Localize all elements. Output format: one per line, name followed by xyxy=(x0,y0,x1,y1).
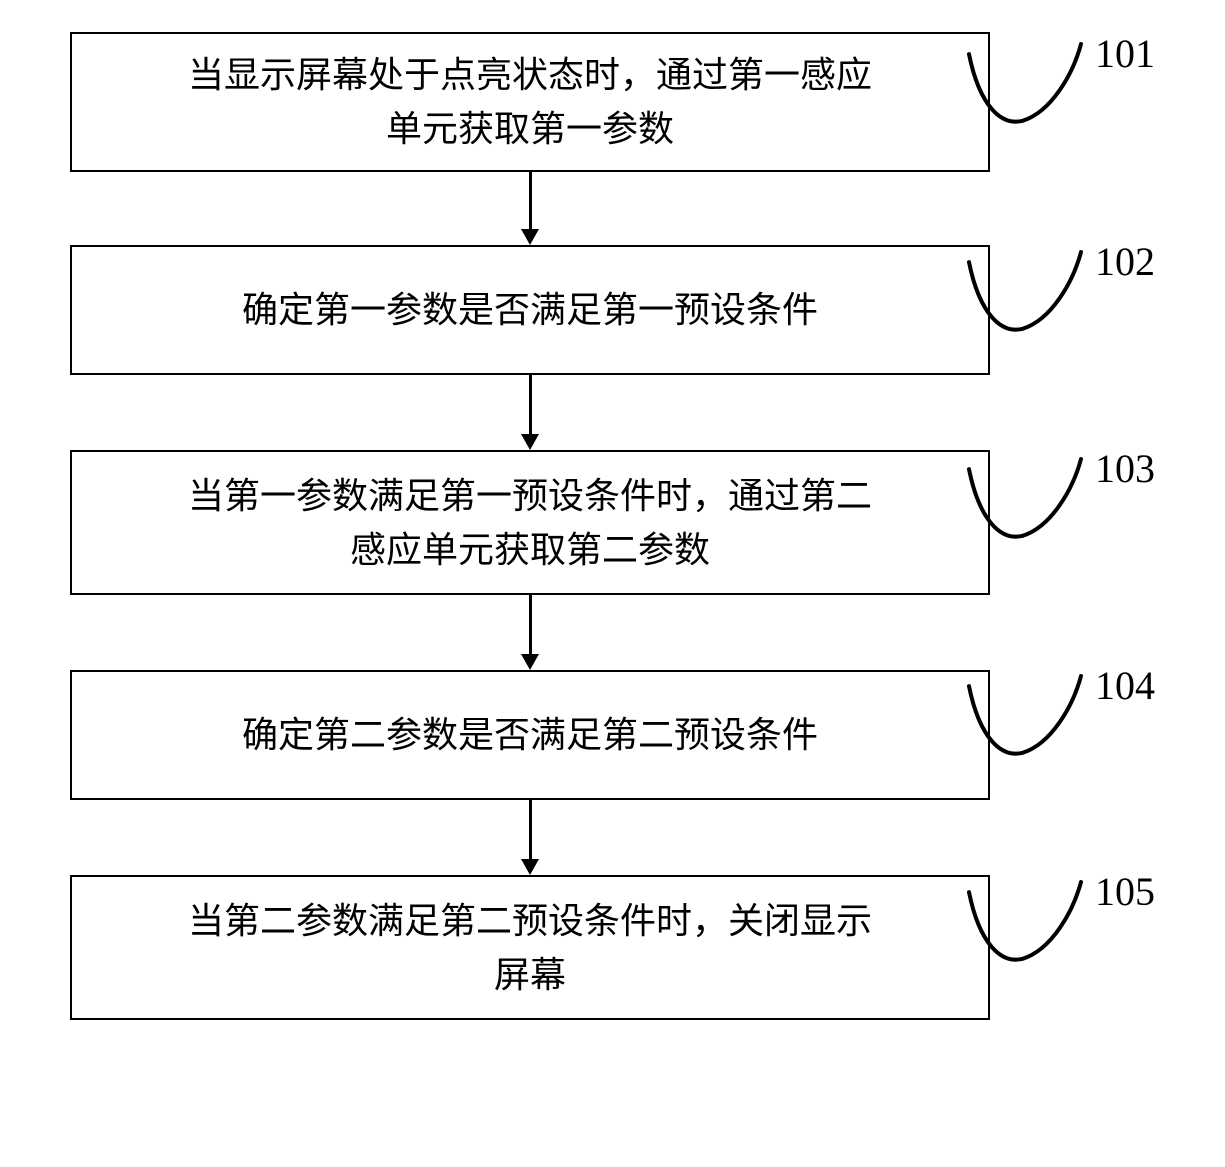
flowchart-canvas: 当显示屏幕处于点亮状态时，通过第一感应 单元获取第一参数 101 确定第一参数是否… xyxy=(0,0,1225,1167)
flowchart-step-101: 当显示屏幕处于点亮状态时，通过第一感应 单元获取第一参数 xyxy=(70,32,990,172)
step-label-101: 101 xyxy=(1095,30,1155,77)
callout-swoosh-icon xyxy=(965,246,1085,341)
step-text: 当第二参数满足第二预设条件时，关闭显示 屏幕 xyxy=(188,894,872,1002)
arrow-connector xyxy=(529,375,532,434)
flowchart-step-105: 当第二参数满足第二预设条件时，关闭显示 屏幕 xyxy=(70,875,990,1020)
step-text: 确定第一参数是否满足第一预设条件 xyxy=(242,283,818,337)
flowchart-step-103: 当第一参数满足第一预设条件时，通过第二 感应单元获取第二参数 xyxy=(70,450,990,595)
callout-swoosh-icon xyxy=(965,453,1085,548)
callout-swoosh-icon xyxy=(965,876,1085,971)
step-label-103: 103 xyxy=(1095,445,1155,492)
callout-swoosh-icon xyxy=(965,670,1085,765)
arrow-head-icon xyxy=(521,654,539,670)
step-text: 当显示屏幕处于点亮状态时，通过第一感应 单元获取第一参数 xyxy=(188,48,872,156)
step-label-105: 105 xyxy=(1095,868,1155,915)
callout-swoosh-icon xyxy=(965,38,1085,133)
step-label-104: 104 xyxy=(1095,662,1155,709)
step-label-102: 102 xyxy=(1095,238,1155,285)
step-text: 当第一参数满足第一预设条件时，通过第二 感应单元获取第二参数 xyxy=(188,469,872,577)
arrow-connector xyxy=(529,595,532,654)
arrow-head-icon xyxy=(521,229,539,245)
flowchart-step-104: 确定第二参数是否满足第二预设条件 xyxy=(70,670,990,800)
step-text: 确定第二参数是否满足第二预设条件 xyxy=(242,708,818,762)
flowchart-step-102: 确定第一参数是否满足第一预设条件 xyxy=(70,245,990,375)
arrow-connector xyxy=(529,172,532,229)
arrow-connector xyxy=(529,800,532,859)
arrow-head-icon xyxy=(521,859,539,875)
arrow-head-icon xyxy=(521,434,539,450)
